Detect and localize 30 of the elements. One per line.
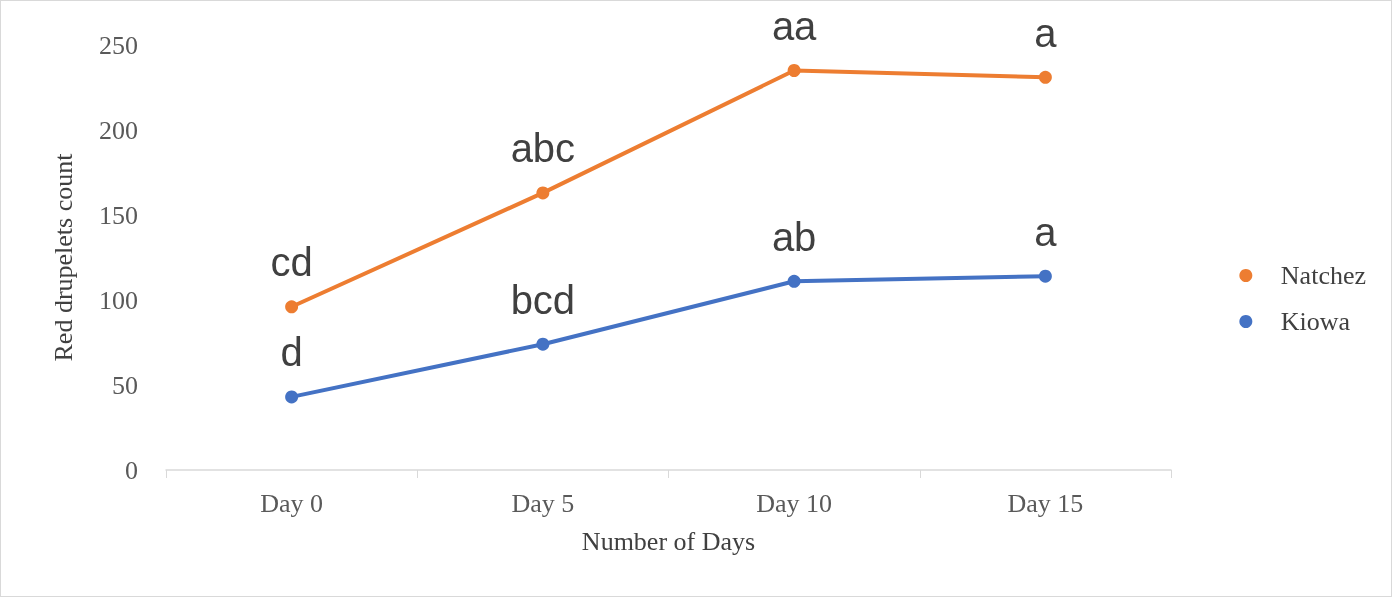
legend-label: Kiowa <box>1280 307 1351 336</box>
point <box>536 186 550 200</box>
x-axis-title: Number of Days <box>581 526 756 556</box>
data-label: a <box>1034 209 1058 254</box>
x-tick-label: Day 5 <box>511 488 575 518</box>
legend-label: Natchez <box>1280 261 1367 290</box>
data-label: a <box>1034 10 1058 55</box>
y-tick-label: 200 <box>99 115 138 145</box>
y-tick-label: 0 <box>125 455 138 485</box>
x-tick-label: Day 15 <box>1007 488 1084 518</box>
data-label: ab <box>771 214 817 259</box>
y-tick-label: 150 <box>99 200 138 230</box>
point <box>285 300 299 314</box>
data-label: cd <box>270 240 313 285</box>
point <box>285 390 299 404</box>
point <box>536 337 550 351</box>
data-label: d <box>280 330 303 375</box>
y-tick-label: 250 <box>99 30 138 60</box>
data-label: abc <box>510 126 576 171</box>
x-tick-label: Day 0 <box>260 488 324 518</box>
data-label: aa <box>771 4 818 48</box>
y-tick-label: 50 <box>112 370 138 400</box>
y-axis-title: Red drupelets count <box>48 152 78 362</box>
point <box>1038 70 1052 84</box>
x-tick-label: Day 10 <box>756 488 833 518</box>
y-tick-label: 100 <box>99 285 138 315</box>
point <box>787 64 801 77</box>
point <box>787 274 801 288</box>
data-label: bcd <box>510 277 576 322</box>
point <box>1038 269 1052 283</box>
